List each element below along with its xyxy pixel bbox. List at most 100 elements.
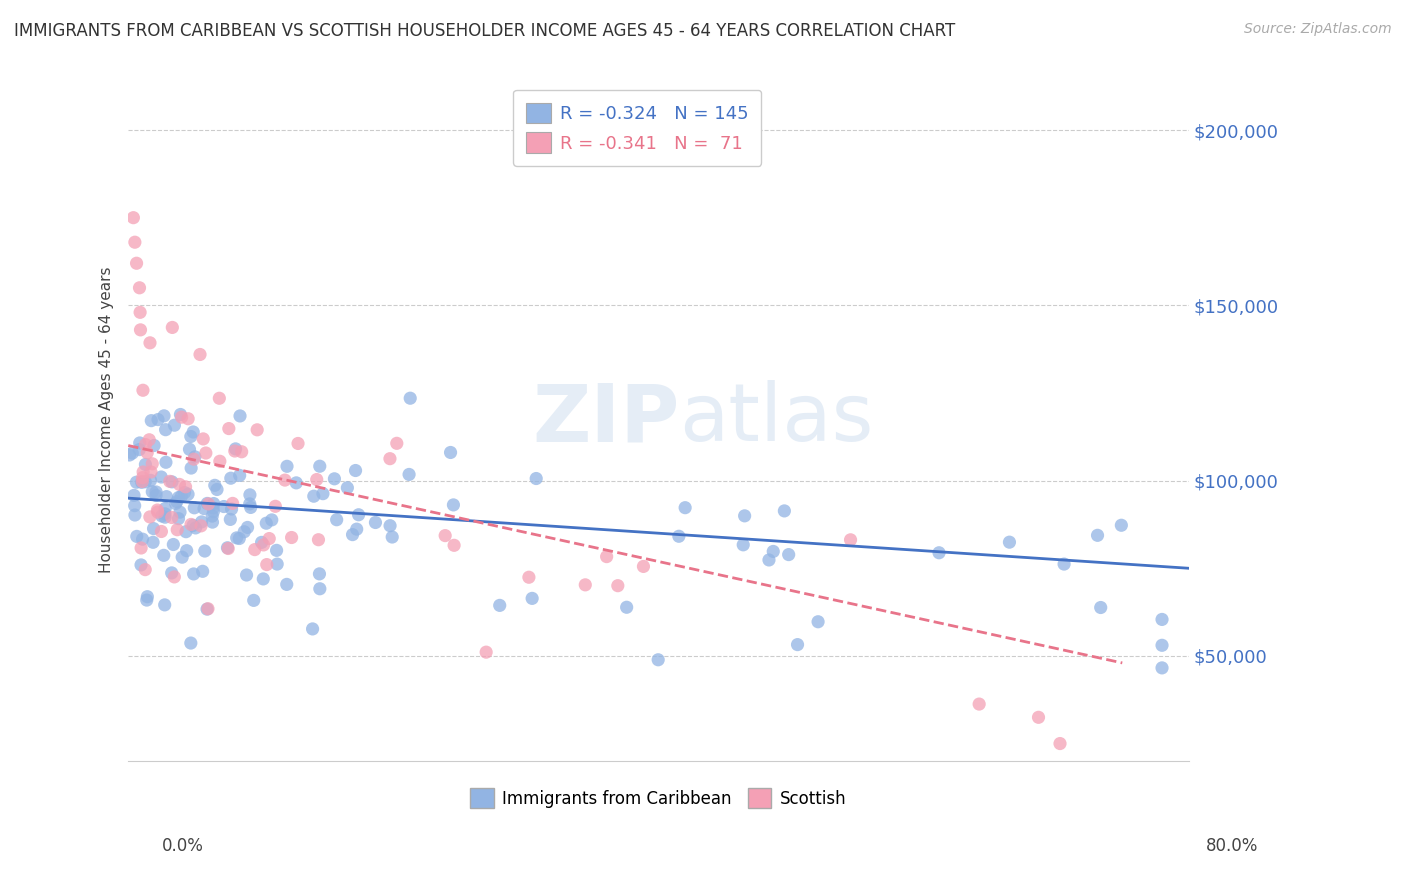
Point — [221, 502, 243, 516]
Point — [122, 488, 145, 502]
Point — [260, 513, 283, 527]
Point — [1090, 600, 1112, 615]
Point — [134, 437, 156, 451]
Point — [166, 494, 188, 508]
Point — [212, 500, 235, 514]
Point — [266, 543, 288, 558]
Point — [254, 516, 277, 531]
Point — [305, 473, 328, 487]
Point — [1028, 710, 1050, 724]
Point — [208, 454, 231, 468]
Point — [524, 471, 547, 485]
Point — [219, 512, 242, 526]
Point — [139, 465, 162, 479]
Point — [312, 486, 335, 500]
Point — [733, 538, 755, 552]
Point — [150, 524, 173, 539]
Point — [336, 481, 359, 495]
Point — [128, 281, 150, 295]
Point — [145, 485, 167, 500]
Point — [150, 508, 173, 523]
Point — [225, 531, 247, 545]
Point — [193, 432, 215, 446]
Point — [217, 541, 239, 556]
Point — [122, 211, 145, 225]
Point — [155, 455, 177, 469]
Point — [595, 549, 617, 564]
Point — [132, 465, 155, 479]
Point — [443, 538, 465, 552]
Point — [252, 538, 274, 552]
Point — [301, 622, 323, 636]
Point — [162, 537, 184, 551]
Point — [1150, 638, 1173, 652]
Point — [239, 497, 262, 511]
Point — [574, 578, 596, 592]
Point — [231, 444, 253, 458]
Point — [180, 429, 202, 443]
Point — [276, 459, 298, 474]
Point — [167, 491, 190, 505]
Point — [204, 478, 226, 492]
Point — [184, 521, 207, 535]
Point — [152, 549, 174, 563]
Point — [176, 543, 198, 558]
Point — [734, 508, 756, 523]
Point — [276, 577, 298, 591]
Point — [633, 559, 655, 574]
Point — [125, 475, 148, 490]
Point — [169, 408, 191, 422]
Point — [129, 305, 152, 319]
Point — [217, 541, 239, 555]
Point — [606, 579, 628, 593]
Point — [1087, 528, 1109, 542]
Point — [160, 566, 183, 580]
Point — [308, 459, 330, 474]
Text: IMMIGRANTS FROM CARIBBEAN VS SCOTTISH HOUSEHOLDER INCOME AGES 45 - 64 YEARS CORR: IMMIGRANTS FROM CARIBBEAN VS SCOTTISH HO… — [14, 22, 955, 40]
Point — [174, 524, 197, 539]
Point — [201, 509, 224, 524]
Point — [191, 564, 214, 578]
Point — [1111, 518, 1133, 533]
Point — [246, 423, 269, 437]
Point — [224, 444, 246, 458]
Point — [250, 535, 273, 549]
Point — [173, 485, 195, 500]
Point — [346, 522, 368, 536]
Point — [124, 499, 146, 513]
Point — [323, 472, 346, 486]
Point — [134, 475, 156, 489]
Point — [398, 467, 420, 482]
Point — [347, 508, 370, 522]
Text: Source: ZipAtlas.com: Source: ZipAtlas.com — [1244, 22, 1392, 37]
Point — [183, 566, 205, 581]
Point — [778, 548, 800, 562]
Point — [131, 475, 153, 490]
Point — [385, 436, 408, 450]
Point — [134, 563, 156, 577]
Point — [146, 503, 169, 517]
Point — [128, 436, 150, 450]
Point — [235, 568, 257, 582]
Point — [647, 653, 669, 667]
Point — [202, 500, 225, 515]
Point — [195, 496, 218, 510]
Point — [180, 517, 202, 532]
Point — [134, 458, 156, 472]
Point — [128, 442, 150, 457]
Point — [160, 510, 183, 524]
Point — [668, 529, 690, 543]
Point — [256, 558, 278, 572]
Point — [190, 519, 212, 533]
Point — [181, 518, 204, 533]
Point — [153, 598, 176, 612]
Point — [132, 384, 155, 398]
Point — [488, 599, 510, 613]
Point — [252, 572, 274, 586]
Point — [142, 535, 165, 549]
Point — [165, 496, 187, 510]
Point — [208, 391, 231, 405]
Point — [758, 553, 780, 567]
Point — [136, 446, 159, 460]
Point — [129, 323, 152, 337]
